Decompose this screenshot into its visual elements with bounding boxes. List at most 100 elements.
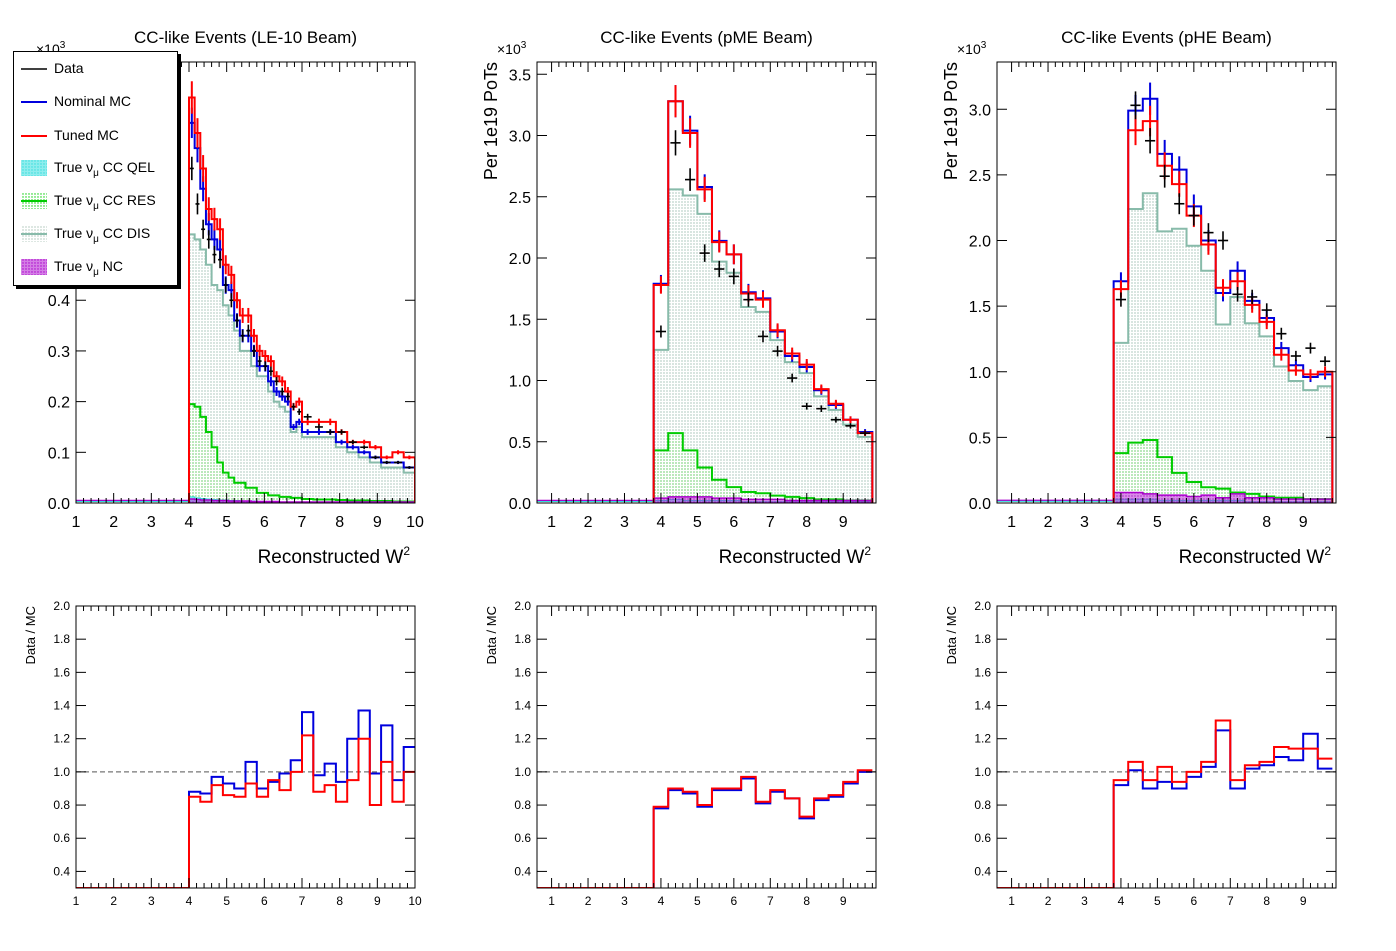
x-tick-label: 7 <box>766 514 775 531</box>
x-axis-label-text: Reconstructed W <box>258 547 404 568</box>
y-tick-label: 1.6 <box>53 665 70 679</box>
chart-title: CC-like Events (pHE Beam) <box>1061 28 1272 47</box>
dis-line <box>1112 192 1334 503</box>
legend-label-nc: True νμ NC <box>54 258 124 278</box>
x-tick-label: 8 <box>336 894 343 908</box>
x-tick-label: 7 <box>1227 894 1234 908</box>
y-tick-label: 0.1 <box>48 445 70 462</box>
y-tick-label: 0.4 <box>974 864 991 878</box>
y-tick-label: 1.6 <box>514 665 531 679</box>
plot-frame <box>536 605 877 889</box>
x-tick-label: 1 <box>73 894 80 908</box>
multiplier-base: ×10 <box>957 41 981 57</box>
x-tick-label: 3 <box>621 894 628 908</box>
x-tick-label: 4 <box>185 514 194 531</box>
legend-swatch-nc <box>21 259 47 275</box>
dis-fill <box>1113 193 1333 503</box>
legend: Data Nominal MC Tuned MC True νμ CC QEL … <box>13 51 178 286</box>
x-tick-label: 2 <box>1044 514 1053 531</box>
x-axis-label-sup: 2 <box>1324 544 1331 558</box>
x-tick-label: 8 <box>1263 894 1270 908</box>
x-tick-label: 4 <box>186 894 193 908</box>
y-tick-label: 2.0 <box>514 599 531 613</box>
x-tick-label: 3 <box>1080 514 1089 531</box>
x-tick-label: 1 <box>548 894 555 908</box>
x-tick-label: 3 <box>620 514 629 531</box>
x-tick-label: 4 <box>658 894 665 908</box>
ratio-line-nominal-mc <box>76 709 415 888</box>
y-tick-label: 0.2 <box>48 395 70 412</box>
chart-title: CC-like Events (LE-10 Beam) <box>134 28 357 47</box>
x-tick-label: 8 <box>1262 514 1271 531</box>
x-tick-label: 8 <box>803 894 810 908</box>
nc-fill <box>1112 491 1334 503</box>
legend-swatch-dis <box>21 226 47 242</box>
y-tick-label: 2.0 <box>974 599 991 613</box>
y-tick-label: 0.6 <box>974 831 991 845</box>
y-axis-label: Data / MC <box>23 606 38 665</box>
y-tick-label: 0.0 <box>509 496 531 513</box>
x-tick-label: 5 <box>693 514 702 531</box>
legend-label: Nominal MC <box>54 93 132 109</box>
y-tick-label: 0.5 <box>509 435 531 452</box>
y-tick-label: 1.0 <box>53 765 70 779</box>
plot-area <box>76 81 415 503</box>
x-tick-label: 9 <box>1299 514 1308 531</box>
x-tick-label: 7 <box>1226 514 1235 531</box>
y-tick-label: 2.5 <box>509 190 531 207</box>
y-tick-label: 1.0 <box>514 765 531 779</box>
x-tick-label: 5 <box>694 894 701 908</box>
plot-frame <box>996 61 1337 504</box>
y-scale-multiplier: ×103 <box>957 40 987 57</box>
x-tick-label: 2 <box>109 514 118 531</box>
y-tick-label: 3.0 <box>969 102 991 119</box>
y-scale-multiplier: ×103 <box>497 40 527 57</box>
x-tick-label: 4 <box>1118 894 1125 908</box>
legend-swatch-res <box>21 193 47 209</box>
y-tick-label: 0.6 <box>514 831 531 845</box>
x-axis-label: Reconstructed W2 <box>719 544 872 568</box>
x-axis-label: Reconstructed W2 <box>258 544 411 568</box>
x-tick-label: 1 <box>1007 514 1016 531</box>
x-axis-label: Reconstructed W2 <box>1179 544 1332 568</box>
x-axis-label-text: Reconstructed W <box>1179 547 1325 568</box>
y-tick-label: 1.2 <box>514 732 531 746</box>
x-tick-label: 9 <box>840 894 847 908</box>
x-tick-label: 2 <box>585 894 592 908</box>
y-tick-label: 0.8 <box>974 798 991 812</box>
x-tick-label: 8 <box>802 514 811 531</box>
y-tick-label: 0.4 <box>53 864 70 878</box>
x-tick-label: 6 <box>1189 514 1198 531</box>
y-tick-label: 1.6 <box>974 665 991 679</box>
y-tick-label: 3.5 <box>509 67 531 84</box>
x-tick-label: 3 <box>147 514 156 531</box>
x-tick-label: 3 <box>148 894 155 908</box>
y-tick-label: 2.5 <box>969 168 991 185</box>
legend-swatch-tuned-mc <box>21 135 47 137</box>
histogram-panel-phe: 1 2 3 4 5 6 7 8 90.00.51.01.52.02.53.0×103 CC-lik… <box>941 28 1337 568</box>
x-tick-label: 5 <box>222 514 231 531</box>
res-fill <box>1113 440 1333 503</box>
res-line <box>188 403 415 503</box>
multiplier-exp: 3 <box>521 40 527 51</box>
y-tick-label: 1.4 <box>53 699 70 713</box>
y-tick-label: 2.0 <box>969 234 991 251</box>
y-axis-label: Data / MC <box>484 606 499 665</box>
plot-frame <box>996 605 1337 889</box>
histogram-panel-le10: 1 2 3 4 5 6 7 8 9 100.00.10.20.30.4×103 CC-like Ev… <box>36 28 424 568</box>
y-tick-label: 1.8 <box>53 632 70 646</box>
x-tick-label: 6 <box>261 894 268 908</box>
legend-item-data: Data <box>14 55 177 83</box>
y-tick-label: 3.0 <box>509 129 531 146</box>
ratio-line-tuned-mc <box>997 719 1333 888</box>
legend-label-dis: True νμ CC DIS <box>54 225 151 245</box>
x-tick-label: 10 <box>406 514 424 531</box>
y-axis-label: Data / MC <box>944 606 959 665</box>
y-tick-label: 0.6 <box>53 831 70 845</box>
legend-swatch-qel <box>21 160 47 176</box>
x-tick-label: 6 <box>729 514 738 531</box>
multiplier-base: ×10 <box>497 41 521 57</box>
y-tick-label: 1.5 <box>509 312 531 329</box>
res-line <box>1112 439 1334 503</box>
